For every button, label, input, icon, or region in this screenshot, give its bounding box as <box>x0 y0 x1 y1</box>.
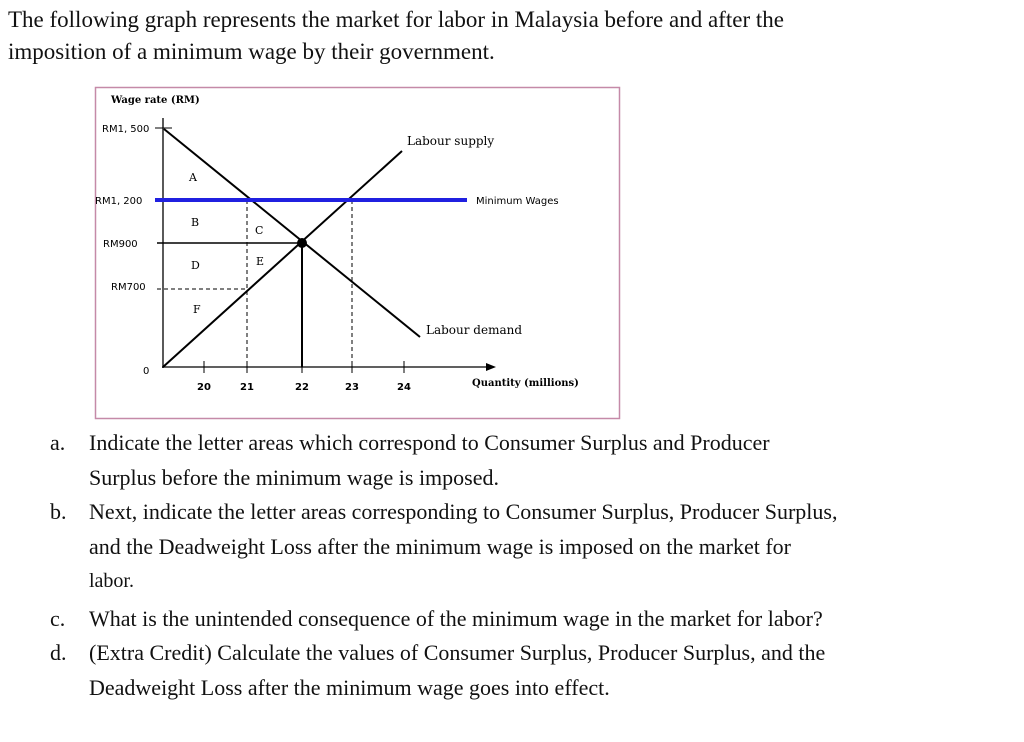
origin-label: 0 <box>143 366 149 377</box>
question-marker: b. <box>50 499 67 524</box>
question-line: (Extra Credit) Calculate the values of C… <box>89 640 826 665</box>
question-b: b. Next, indicate the letter areas corres… <box>0 495 979 599</box>
question-list: a. Indicate the letter areas which corres… <box>0 426 1024 705</box>
demand-label: Labour demand <box>426 323 522 337</box>
question-marker: c. <box>50 605 66 631</box>
supply-label: Labour supply <box>407 134 494 148</box>
question-marker: a. <box>50 430 66 455</box>
y-tick-label: RM700 <box>111 282 146 293</box>
question-marker: d. <box>50 640 67 665</box>
x-tick-label: 20 <box>197 382 211 393</box>
equilibrium-point <box>297 238 307 248</box>
y-tick-label: RM1, 500 <box>102 124 149 135</box>
area-a: A <box>188 171 198 184</box>
question-d: d. (Extra Credit) Calculate the values of… <box>0 636 979 705</box>
intro-line: imposition of a minimum wage by their go… <box>8 39 495 64</box>
x-axis-arrow <box>486 363 496 371</box>
area-b: B <box>191 216 199 229</box>
area-e: E <box>256 255 264 268</box>
min-wage-label: Minimum Wages <box>476 196 559 207</box>
question-line: labor. <box>89 570 134 592</box>
area-d: D <box>191 259 200 272</box>
question-a: a. Indicate the letter areas which corres… <box>0 426 979 495</box>
y-tick-label: RM1, 200 <box>95 196 142 207</box>
x-tick-label: 24 <box>397 382 411 393</box>
area-c: C <box>255 224 263 237</box>
x-tick-label: 22 <box>295 382 309 393</box>
question-line: Next, indicate the letter areas correspo… <box>89 499 838 524</box>
question-c: c. What is the unintended consequence of … <box>0 602 979 637</box>
y-axis-label: Wage rate (RM) <box>110 95 200 106</box>
demand-curve <box>163 128 421 338</box>
x-tick-label: 23 <box>345 382 359 393</box>
question-line: Deadweight Loss after the minimum wage g… <box>89 674 610 700</box>
y-tick-label: RM900 <box>103 239 138 250</box>
intro-line: The following graph represents the marke… <box>8 7 784 32</box>
area-f: F <box>193 303 201 316</box>
question-line: What is the unintended consequence of th… <box>89 605 823 631</box>
graph-frame <box>94 86 621 420</box>
x-axis-label: Quantity (millions) <box>472 378 579 389</box>
x-tick-label: 21 <box>240 382 254 393</box>
supply-curve <box>162 150 403 368</box>
intro-text: The following graph represents the marke… <box>8 4 1008 68</box>
question-line: Indicate the letter areas which correspo… <box>89 430 770 455</box>
question-line: and the Deadweight Loss after the minimu… <box>89 533 791 559</box>
question-line: Surplus before the minimum wage is impos… <box>89 464 499 490</box>
